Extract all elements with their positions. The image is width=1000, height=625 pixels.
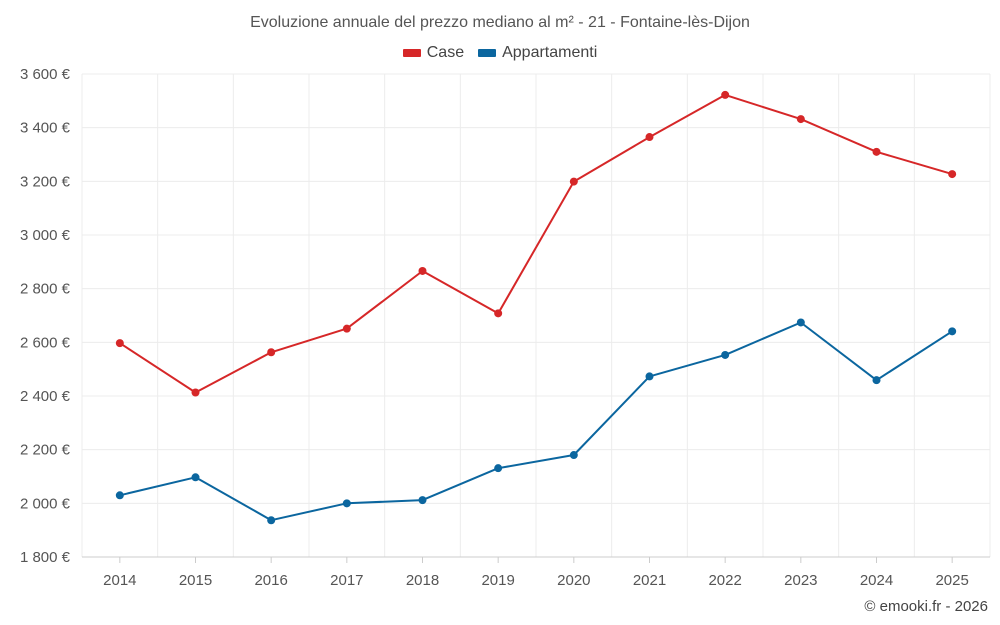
legend-label-appartamenti: Appartamenti: [502, 44, 598, 61]
y-tick-label: 2 200 €: [20, 442, 71, 459]
data-point-appartamenti[interactable]: [267, 516, 276, 525]
credit-text: © emooki.fr - 2026: [864, 598, 988, 615]
data-point-case[interactable]: [418, 266, 427, 275]
data-point-appartamenti[interactable]: [796, 318, 805, 327]
grid-lines: [81, 73, 991, 558]
series-points: [115, 90, 957, 525]
x-tick-label: 2017: [330, 572, 363, 589]
x-tick-label: 2019: [481, 572, 514, 589]
data-point-case[interactable]: [267, 348, 276, 357]
y-tick-label: 2 400 €: [20, 388, 71, 405]
data-point-case[interactable]: [115, 339, 124, 348]
chart-title: Evoluzione annuale del prezzo mediano al…: [250, 14, 750, 31]
x-tick-label: 2020: [557, 572, 590, 589]
legend-swatch-appartamenti: [478, 49, 497, 57]
data-point-appartamenti[interactable]: [342, 499, 351, 508]
x-tick-label: 2014: [103, 572, 136, 589]
data-point-case[interactable]: [948, 170, 957, 179]
legend-item-case[interactable]: Case: [402, 44, 465, 62]
data-point-appartamenti[interactable]: [191, 473, 200, 482]
y-tick-label: 3 000 €: [20, 227, 71, 244]
y-tick-label: 2 800 €: [20, 281, 71, 298]
data-point-appartamenti[interactable]: [569, 451, 578, 460]
data-point-appartamenti[interactable]: [872, 376, 881, 385]
legend-label-case: Case: [426, 44, 465, 61]
data-point-appartamenti[interactable]: [645, 372, 654, 381]
x-tick-label: 2021: [633, 572, 666, 589]
axes: 1 800 € 2 000 € 2 200 € 2 400 € 2 600 € 2 800…: [20, 66, 990, 589]
chart-legend: Case Appartamenti: [0, 44, 1000, 62]
y-tick-label: 1 800 €: [20, 549, 71, 566]
data-point-appartamenti[interactable]: [115, 491, 124, 500]
series-lines: [119, 93, 953, 522]
data-point-appartamenti[interactable]: [494, 464, 503, 473]
legend-item-appartamenti[interactable]: Appartamenti: [478, 44, 597, 62]
data-point-case[interactable]: [645, 133, 654, 142]
data-point-case[interactable]: [191, 388, 200, 397]
data-point-appartamenti[interactable]: [418, 496, 427, 505]
data-point-case[interactable]: [721, 90, 730, 99]
data-point-case[interactable]: [872, 147, 881, 156]
data-point-case[interactable]: [494, 309, 503, 318]
data-point-case[interactable]: [796, 115, 805, 124]
data-point-appartamenti[interactable]: [948, 327, 957, 336]
x-tick-label: 2015: [179, 572, 212, 589]
y-tick-label: 2 000 €: [20, 495, 71, 512]
y-tick-label: 3 600 €: [20, 66, 71, 83]
x-tick-label: 2022: [708, 572, 741, 589]
x-tick-label: 2016: [254, 572, 287, 589]
data-point-appartamenti[interactable]: [721, 350, 730, 359]
y-tick-label: 2 600 €: [20, 334, 71, 351]
series-line-appartamenti: [119, 321, 953, 522]
y-tick-label: 3 400 €: [20, 120, 71, 137]
legend-swatch-case: [402, 49, 421, 57]
series-line-case: [119, 93, 953, 394]
data-point-case[interactable]: [342, 324, 351, 333]
x-tick-label: 2023: [784, 572, 817, 589]
data-point-case[interactable]: [569, 177, 578, 186]
x-tick-label: 2024: [860, 572, 893, 589]
x-tick-label: 2018: [406, 572, 439, 589]
y-tick-label: 3 200 €: [20, 173, 71, 190]
x-tick-label: 2025: [935, 572, 968, 589]
